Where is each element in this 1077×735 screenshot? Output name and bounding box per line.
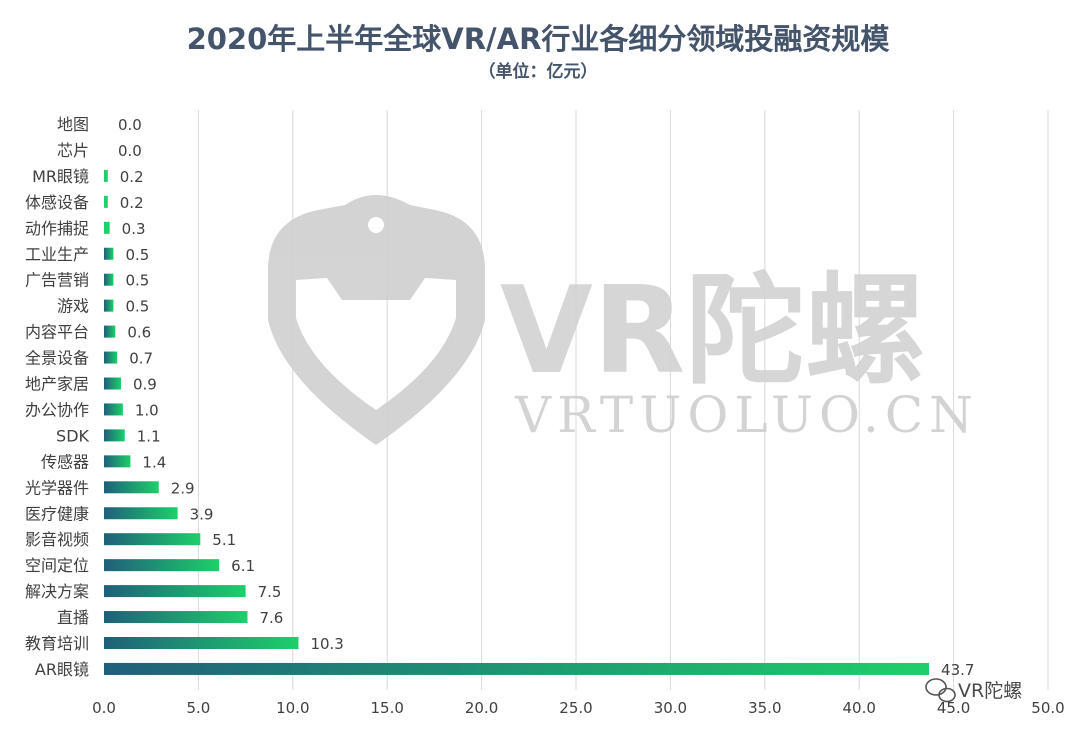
value-label: 0.9 (133, 376, 157, 394)
bars (104, 169, 930, 675)
x-tick-label: 0.0 (92, 699, 116, 717)
category-label: 医疗健康 (25, 504, 89, 523)
bar (104, 507, 178, 520)
bar (104, 351, 118, 364)
value-label: 6.1 (231, 557, 255, 575)
chart-title: 2020年上半年全球VR/AR行业各细分领域投融资规模 (187, 22, 891, 56)
bar (104, 481, 159, 494)
wechat-icon (925, 678, 956, 703)
category-label: 全景设备 (25, 349, 89, 368)
bar (104, 611, 248, 624)
category-label: 工业生产 (25, 245, 89, 264)
x-tick-label: 20.0 (465, 699, 498, 717)
corner-badge: VR陀螺 (925, 678, 1022, 703)
category-label: MR眼镜 (32, 167, 89, 186)
corner-badge-label: VR陀螺 (958, 680, 1022, 702)
value-label: 0.6 (127, 324, 151, 342)
bar (104, 533, 201, 546)
category-label: 内容平台 (25, 323, 89, 342)
bar (104, 585, 246, 598)
watermark-shield-icon (268, 195, 485, 445)
category-label: 教育培训 (25, 634, 89, 653)
bar (104, 559, 220, 572)
bar (104, 169, 108, 182)
category-label: 芯片 (57, 141, 89, 160)
category-label: 动作捕捉 (25, 219, 89, 238)
x-tick-label: 35.0 (748, 699, 781, 717)
bar (104, 247, 114, 260)
value-label: 7.5 (258, 583, 282, 601)
category-label: 光学器件 (25, 478, 89, 497)
bar (104, 455, 131, 468)
value-label: 1.4 (142, 453, 166, 471)
category-label: 办公协作 (25, 400, 89, 419)
category-label: 广告营销 (25, 271, 89, 290)
bar (104, 662, 930, 675)
value-label: 1.1 (137, 427, 161, 445)
value-label: 3.9 (190, 505, 214, 523)
category-label: 体感设备 (25, 193, 89, 212)
x-tick-label: 30.0 (654, 699, 687, 717)
x-tick-label: 10.0 (276, 699, 309, 717)
category-label: 影音视频 (25, 530, 89, 549)
bar (104, 299, 114, 312)
watermark-brand: VR陀螺 (500, 262, 925, 401)
chart-subtitle: （单位：亿元） (479, 61, 598, 82)
value-label: 0.3 (122, 220, 146, 238)
bar (104, 325, 116, 338)
category-label: SDK (56, 426, 89, 445)
watermark-url: VRTUOLUO.CN (514, 386, 979, 444)
value-label: 2.9 (171, 479, 195, 497)
category-label: 地图 (57, 115, 89, 134)
x-tick-label: 50.0 (1031, 699, 1064, 717)
bar (104, 273, 114, 286)
watermark-logo: VR陀螺 VRTUOLUO.CN (268, 195, 979, 445)
value-label: 5.1 (212, 531, 236, 549)
value-label: 0.2 (120, 168, 144, 186)
value-label: 1.0 (135, 401, 159, 419)
value-label: 0.0 (118, 116, 142, 134)
bar (104, 221, 110, 234)
x-tick-label: 45.0 (937, 699, 970, 717)
x-tick-label: 5.0 (186, 699, 210, 717)
category-label: 传感器 (41, 452, 89, 471)
bar (104, 377, 121, 390)
x-axis-ticks: 0.0 5.0 10.0 15.0 20.0 25.0 30.0 35.0 40.0 45.0 50… (92, 699, 1065, 717)
category-label: 直播 (57, 608, 89, 627)
category-label: 解决方案 (25, 582, 89, 601)
value-label: 0.5 (125, 272, 149, 290)
category-label: AR眼镜 (35, 660, 89, 679)
category-label: 游戏 (57, 297, 89, 316)
value-label: 43.7 (941, 661, 974, 679)
value-label: 10.3 (310, 635, 343, 653)
x-tick-label: 15.0 (370, 699, 403, 717)
bar (104, 403, 123, 416)
value-label: 0.0 (118, 142, 142, 160)
bar (104, 195, 108, 208)
x-tick-label: 25.0 (559, 699, 592, 717)
bar (104, 637, 299, 649)
value-label: 0.7 (129, 350, 153, 368)
value-label: 7.6 (259, 609, 283, 627)
value-label: 0.5 (125, 246, 149, 264)
value-label: 0.5 (125, 298, 149, 316)
category-label: 地产家居 (25, 375, 89, 394)
value-labels: 0.0 0.0 0.2 0.2 0.3 0.5 0.5 0.5 0.6 0.7 0.9 1.0 1.1 1… (118, 116, 974, 679)
bar (104, 429, 125, 442)
x-tick-label: 40.0 (842, 699, 875, 717)
value-label: 0.2 (120, 194, 144, 212)
category-label: 空间定位 (25, 556, 89, 575)
